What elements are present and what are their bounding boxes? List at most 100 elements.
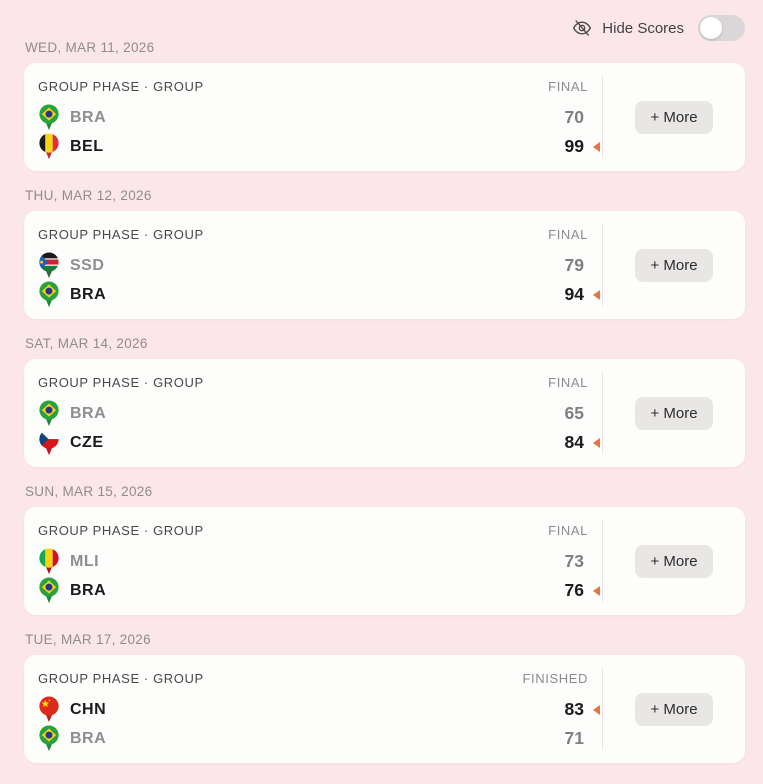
team-code: BRA (70, 581, 107, 599)
card-divider (602, 224, 603, 306)
hide-scores-label: Hide Scores (602, 19, 684, 37)
game-card: GROUP PHASE · GROUP FINAL SSD 79 BRA 94 (24, 211, 745, 319)
card-divider (602, 520, 603, 602)
ssd-flag-icon (38, 252, 60, 280)
card-divider (602, 668, 603, 750)
team-code: BRA (70, 108, 107, 126)
bra-flag-icon (38, 577, 60, 605)
card-divider (602, 372, 603, 454)
team-code: MLI (70, 552, 100, 570)
date-header: THU, MAR 12, 2026 (25, 188, 152, 203)
bra-flag-icon (38, 104, 60, 132)
game-card-side: + More (603, 655, 745, 763)
team-code: BRA (70, 404, 107, 422)
team-row: BEL 99 (38, 132, 600, 161)
team-code: BRA (70, 729, 107, 747)
team-row: SSD 79 (38, 251, 584, 280)
team-score: 70 (564, 107, 584, 127)
winner-indicator-icon (593, 141, 600, 152)
game-card-side: + More (603, 63, 745, 171)
team-score: 84 (564, 432, 584, 452)
game-group: SUN, MAR 15, 2026 GROUP PHASE · GROUP FI… (24, 485, 745, 615)
team-score: 65 (564, 403, 584, 423)
phase-label: GROUP PHASE · GROUP (38, 522, 204, 538)
game-group: THU, MAR 12, 2026 GROUP PHASE · GROUP FI… (24, 189, 745, 319)
team-row: BRA 94 (38, 280, 600, 309)
status-label: FINAL (548, 522, 588, 538)
game-card: GROUP PHASE · GROUP FINAL MLI 73 BRA 76 (24, 507, 745, 615)
more-button[interactable]: + More (635, 544, 713, 578)
date-header: SUN, MAR 15, 2026 (25, 484, 153, 499)
game-card-side: + More (603, 507, 745, 615)
more-button[interactable]: + More (635, 248, 713, 282)
team-score: 99 (564, 136, 584, 156)
more-button[interactable]: + More (635, 396, 713, 430)
game-group: WED, MAR 11, 2026 GROUP PHASE · GROUP FI… (24, 41, 745, 171)
bra-flag-icon (38, 725, 60, 753)
game-card-side: + More (603, 211, 745, 319)
phase-label: GROUP PHASE · GROUP (38, 226, 204, 242)
game-card-side: + More (603, 359, 745, 467)
card-divider (602, 76, 603, 158)
card-head-row: GROUP PHASE · GROUP FINAL (38, 521, 587, 539)
winner-indicator-icon (593, 437, 600, 448)
team-score: 76 (564, 580, 584, 600)
phase-label: GROUP PHASE · GROUP (38, 374, 204, 390)
team-code: BRA (70, 285, 107, 303)
team-code: BEL (70, 137, 104, 155)
game-card-main: GROUP PHASE · GROUP FINISHED CHN 83 BRA … (24, 655, 602, 763)
winner-indicator-icon (593, 704, 600, 715)
bra-flag-icon (38, 281, 60, 309)
hide-scores-toggle[interactable] (698, 15, 745, 41)
team-code: SSD (70, 256, 105, 274)
team-score: 79 (564, 255, 584, 275)
game-card: GROUP PHASE · GROUP FINAL BRA 70 BEL 99 (24, 63, 745, 171)
team-score: 73 (564, 551, 584, 571)
mli-flag-icon (38, 548, 60, 576)
winner-indicator-icon (593, 585, 600, 596)
game-card-main: GROUP PHASE · GROUP FINAL BRA 70 BEL 99 (24, 63, 602, 171)
team-row: CZE 84 (38, 428, 600, 457)
team-code: CZE (70, 433, 104, 451)
team-code: CHN (70, 700, 107, 718)
winner-indicator-icon (593, 289, 600, 300)
game-card-main: GROUP PHASE · GROUP FINAL MLI 73 BRA 76 (24, 507, 602, 615)
date-header: TUE, MAR 17, 2026 (25, 632, 151, 647)
team-score: 71 (564, 728, 584, 748)
team-row: BRA 70 (38, 103, 584, 132)
status-label: FINAL (548, 78, 588, 94)
game-group: TUE, MAR 17, 2026 GROUP PHASE · GROUP FI… (24, 633, 745, 763)
bra-flag-icon (38, 400, 60, 428)
team-row: CHN 83 (38, 695, 600, 724)
date-header: WED, MAR 11, 2026 (25, 40, 155, 55)
phase-label: GROUP PHASE · GROUP (38, 670, 204, 686)
card-head-row: GROUP PHASE · GROUP FINISHED (38, 669, 587, 687)
date-header: SAT, MAR 14, 2026 (25, 336, 148, 351)
game-card-main: GROUP PHASE · GROUP FINAL BRA 65 CZE 84 (24, 359, 602, 467)
card-head-row: GROUP PHASE · GROUP FINAL (38, 373, 587, 391)
eye-slash-icon (572, 18, 592, 38)
topbar: Hide Scores (24, 0, 745, 41)
team-score: 94 (564, 284, 584, 304)
phase-label: GROUP PHASE · GROUP (38, 78, 204, 94)
toggle-knob (700, 17, 722, 39)
game-card-main: GROUP PHASE · GROUP FINAL SSD 79 BRA 94 (24, 211, 602, 319)
status-label: FINAL (548, 374, 588, 390)
team-score: 83 (564, 699, 584, 719)
status-label: FINISHED (522, 670, 588, 686)
bel-flag-icon (38, 133, 60, 161)
team-row: BRA 76 (38, 576, 600, 605)
game-card: GROUP PHASE · GROUP FINAL BRA 65 CZE 84 (24, 359, 745, 467)
status-label: FINAL (548, 226, 588, 242)
team-row: BRA 71 (38, 724, 584, 753)
game-card: GROUP PHASE · GROUP FINISHED CHN 83 BRA … (24, 655, 745, 763)
cze-flag-icon (38, 429, 60, 457)
more-button[interactable]: + More (635, 692, 713, 726)
game-group: SAT, MAR 14, 2026 GROUP PHASE · GROUP FI… (24, 337, 745, 467)
chn-flag-icon (38, 696, 60, 724)
more-button[interactable]: + More (635, 100, 713, 134)
team-row: MLI 73 (38, 547, 584, 576)
card-head-row: GROUP PHASE · GROUP FINAL (38, 77, 587, 95)
team-row: BRA 65 (38, 399, 584, 428)
card-head-row: GROUP PHASE · GROUP FINAL (38, 225, 587, 243)
